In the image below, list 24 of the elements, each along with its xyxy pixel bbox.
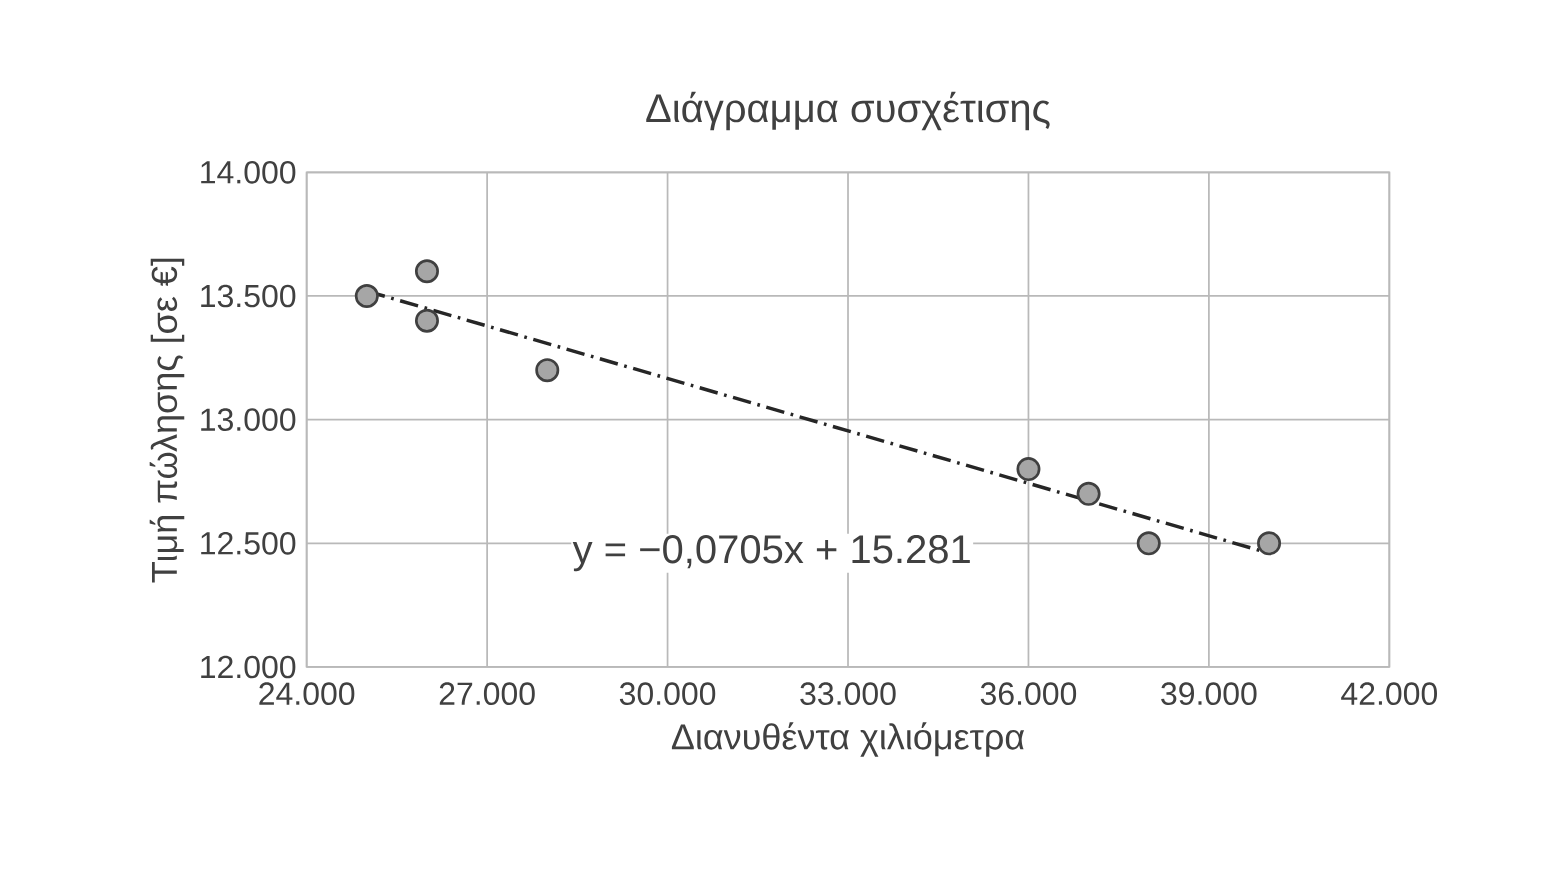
point: [1257, 531, 1282, 556]
point: [1016, 457, 1041, 482]
y-tick-label: 12.500: [201, 532, 296, 555]
point: [354, 283, 379, 308]
y-tick-label: 14.000: [201, 161, 296, 184]
x-tick-label: 36.000: [980, 682, 1077, 706]
x-tick-label: 30.000: [619, 682, 716, 706]
point: [1076, 481, 1101, 506]
y-axis-title: Τιμή πώλησης [σε €]: [149, 258, 185, 583]
point: [414, 259, 439, 284]
x-tick-label: 39.000: [1161, 682, 1257, 706]
y-tick-label: 13.000: [201, 408, 296, 431]
y-tick-label: 13.500: [201, 284, 296, 308]
x-tick-label: 24.000: [259, 682, 355, 706]
x-tick-label: 27.000: [439, 682, 535, 706]
point: [414, 308, 439, 333]
annotation: y = −0,0705x + 15.281: [572, 535, 970, 572]
x-axis-title: Διανυθέντα χιλιόμετρα: [671, 722, 1025, 757]
chart-title: Διάγραμμα συσχέτισης: [646, 91, 1050, 131]
x-tick-label: 42.000: [1341, 682, 1438, 706]
y-tick-label: 12.000: [201, 655, 296, 679]
x-tick-label: 33.000: [800, 682, 896, 706]
point: [1136, 531, 1161, 556]
point: [535, 358, 560, 383]
